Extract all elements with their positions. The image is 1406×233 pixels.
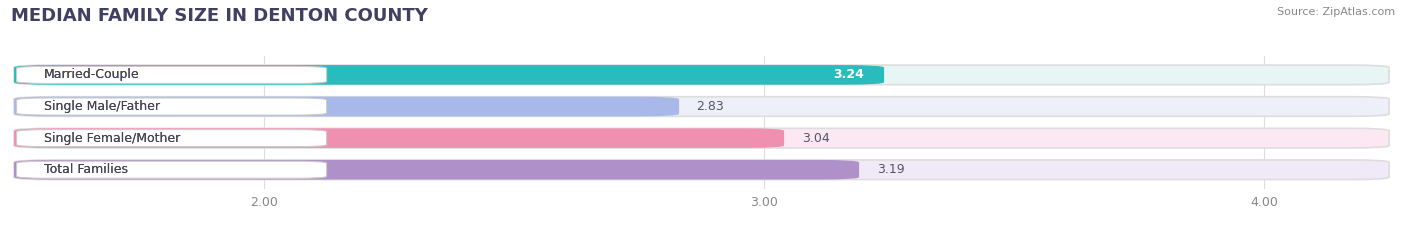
Text: 2.83: 2.83 <box>696 100 724 113</box>
Text: Total Families: Total Families <box>44 163 128 176</box>
Text: Total Families: Total Families <box>44 163 128 176</box>
FancyBboxPatch shape <box>14 97 679 116</box>
Text: Married-Couple: Married-Couple <box>44 69 139 81</box>
FancyBboxPatch shape <box>17 98 326 115</box>
Text: Single Female/Mother: Single Female/Mother <box>44 132 180 145</box>
Text: Single Female/Mother: Single Female/Mother <box>44 132 180 145</box>
FancyBboxPatch shape <box>14 65 884 85</box>
FancyBboxPatch shape <box>14 128 785 148</box>
FancyBboxPatch shape <box>14 97 1389 116</box>
FancyBboxPatch shape <box>14 128 1389 148</box>
Text: Married-Couple: Married-Couple <box>44 69 139 81</box>
Text: 3.19: 3.19 <box>876 163 904 176</box>
FancyBboxPatch shape <box>14 160 859 180</box>
FancyBboxPatch shape <box>17 130 326 147</box>
Text: Single Male/Father: Single Male/Father <box>44 100 160 113</box>
Text: MEDIAN FAMILY SIZE IN DENTON COUNTY: MEDIAN FAMILY SIZE IN DENTON COUNTY <box>11 7 427 25</box>
Text: Source: ZipAtlas.com: Source: ZipAtlas.com <box>1277 7 1395 17</box>
Text: 3.24: 3.24 <box>834 69 865 81</box>
FancyBboxPatch shape <box>17 66 326 83</box>
Text: Single Male/Father: Single Male/Father <box>44 100 160 113</box>
FancyBboxPatch shape <box>17 161 326 178</box>
FancyBboxPatch shape <box>14 160 1389 180</box>
FancyBboxPatch shape <box>14 65 1389 85</box>
Text: 3.04: 3.04 <box>801 132 830 145</box>
